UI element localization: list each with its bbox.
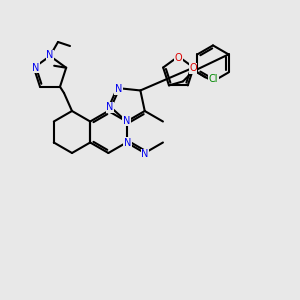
- Text: N: N: [141, 149, 148, 159]
- Text: N: N: [32, 63, 40, 73]
- Text: O: O: [189, 63, 197, 74]
- Text: O: O: [175, 53, 182, 64]
- Text: N: N: [124, 137, 131, 148]
- Text: N: N: [106, 102, 114, 112]
- Text: N: N: [123, 116, 130, 125]
- Text: N: N: [46, 50, 54, 60]
- Text: N: N: [115, 84, 122, 94]
- Text: Cl: Cl: [208, 74, 218, 84]
